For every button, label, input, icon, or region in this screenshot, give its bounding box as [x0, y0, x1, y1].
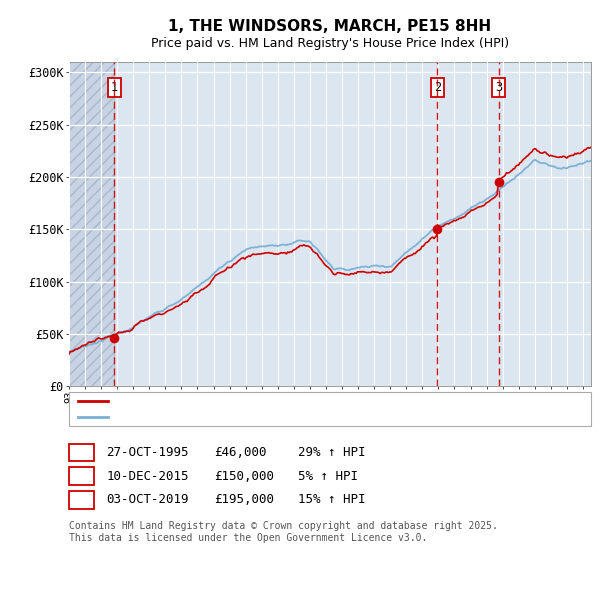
Text: 2: 2: [78, 470, 85, 483]
Text: 1, THE WINDSORS, MARCH, PE15 8HH (semi-detached house): 1, THE WINDSORS, MARCH, PE15 8HH (semi-d…: [113, 396, 478, 407]
Text: This data is licensed under the Open Government Licence v3.0.: This data is licensed under the Open Gov…: [69, 533, 427, 543]
Text: 5% ↑ HPI: 5% ↑ HPI: [298, 470, 358, 483]
Text: 2: 2: [434, 81, 441, 94]
Text: 1: 1: [111, 81, 118, 94]
Text: 03-OCT-2019: 03-OCT-2019: [106, 493, 188, 506]
Text: 10-DEC-2015: 10-DEC-2015: [106, 470, 188, 483]
Bar: [69, 62, 114, 386]
Text: Contains HM Land Registry data © Crown copyright and database right 2025.: Contains HM Land Registry data © Crown c…: [69, 522, 498, 531]
Text: HPI: Average price, semi-detached house, Fenland: HPI: Average price, semi-detached house,…: [113, 412, 437, 422]
Text: 27-OCT-1995: 27-OCT-1995: [106, 446, 188, 459]
Text: £150,000: £150,000: [214, 470, 274, 483]
Text: Price paid vs. HM Land Registry's House Price Index (HPI): Price paid vs. HM Land Registry's House …: [151, 37, 509, 50]
Text: 29% ↑ HPI: 29% ↑ HPI: [298, 446, 366, 459]
Text: 3: 3: [495, 81, 502, 94]
Bar: [69, 62, 114, 386]
Text: £195,000: £195,000: [214, 493, 274, 506]
Text: £46,000: £46,000: [214, 446, 266, 459]
Text: 15% ↑ HPI: 15% ↑ HPI: [298, 493, 366, 506]
Text: 1: 1: [78, 446, 85, 459]
Text: 3: 3: [78, 493, 85, 506]
Text: 1, THE WINDSORS, MARCH, PE15 8HH: 1, THE WINDSORS, MARCH, PE15 8HH: [169, 19, 491, 34]
